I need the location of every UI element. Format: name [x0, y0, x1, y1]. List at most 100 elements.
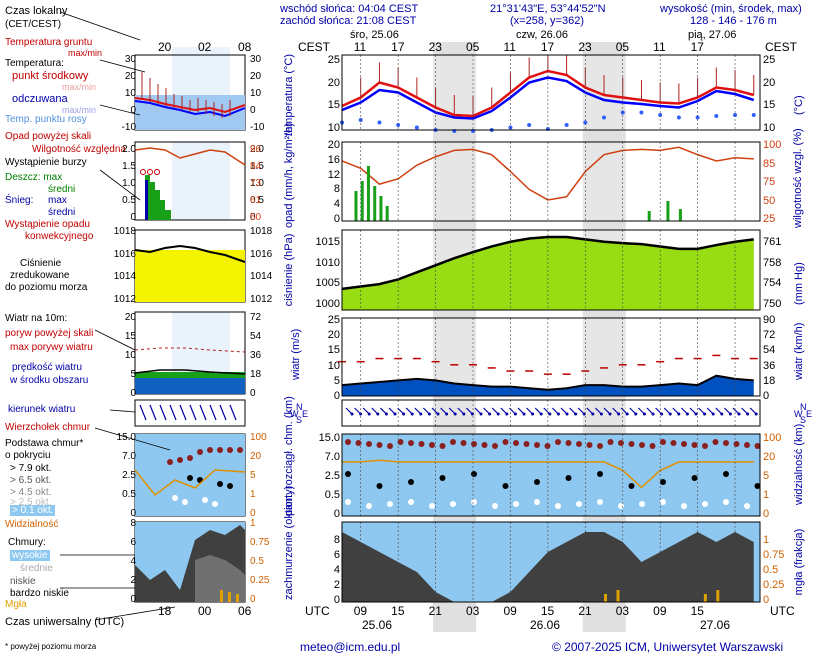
coordinates-text: 21°31'43"E, 53°44'52"N — [490, 3, 606, 15]
legend-pressure-3: do poziomu morza — [5, 282, 88, 293]
mini-temp-l-0: 30 — [124, 54, 136, 65]
pressure-area-tint — [342, 237, 754, 310]
legend-clouds-mid: średnie — [20, 563, 53, 574]
cloud-top-dot-34 — [702, 443, 708, 449]
cloud-top-dot-18 — [534, 442, 540, 448]
dewpoint-dot-10 — [527, 123, 532, 127]
mini-precip-l-4: 0 — [130, 212, 136, 223]
mini-wind-l-3: 5 — [130, 369, 136, 380]
temp-right-tick-3: 10 — [763, 122, 776, 134]
visibility-axis-title: widzialność (km) — [793, 423, 805, 505]
mini-cover-l-2: 4 — [130, 556, 136, 567]
press-right-tick-1: 758 — [763, 256, 782, 269]
bottom-tick-3: 03 — [466, 604, 480, 618]
cloud-top-dot-33 — [691, 442, 698, 448]
felt-temp-line — [341, 76, 755, 120]
wind-dir-head-17 — [496, 412, 500, 416]
cloud-top-dot-23 — [586, 442, 593, 448]
cloud-low-dot-28 — [639, 501, 645, 507]
footer-email-link[interactable]: meteo@icm.edu.pl — [300, 640, 401, 654]
cloud-low-dot-38 — [744, 503, 750, 509]
cover-left-tick-4: 0 — [333, 594, 340, 606]
legend-clouds: Chmury: — [8, 537, 46, 548]
cloud-top-dot-6 — [408, 440, 414, 446]
wind-dir-head-28 — [591, 412, 595, 416]
wind-left-tick-4: 5 — [333, 374, 340, 387]
mini-temp-l-4: -10 — [121, 122, 136, 133]
cloud-base-dot-18 — [534, 479, 540, 485]
mini-cover-r-0: 1 — [250, 518, 256, 529]
cloud-top-dot-31 — [670, 440, 677, 446]
height-values: 128 - 146 - 176 m — [690, 15, 777, 27]
cloud-base-dot-33 — [691, 475, 698, 481]
legend-cloud-base-2: o pokryciu — [5, 450, 51, 461]
legend-temp-felt-maxmin: max/min — [62, 105, 97, 115]
wind-dir-head-37 — [668, 412, 672, 416]
cloud-top-dot-8 — [429, 442, 435, 448]
rain-bar-5 — [385, 206, 389, 221]
cloud-top-dot-28 — [639, 442, 645, 448]
press-right-tick-3: 750 — [763, 298, 782, 310]
cloud-top-dot-0 — [345, 439, 351, 445]
panel-frame-cloud — [341, 433, 761, 517]
wind-dir-head-13 — [462, 412, 466, 416]
mini-cloud-r-0: 100 — [250, 432, 267, 443]
cloud-base-dot-27 — [628, 483, 635, 489]
temp-axis-title-right: (°C) — [793, 95, 805, 115]
temp-left-tick-0: 25 — [327, 54, 340, 66]
wind-dir-head-20 — [522, 412, 526, 416]
bottom-tick-6: 21 — [578, 604, 592, 618]
press-left-tick-1: 1010 — [315, 256, 340, 269]
legend-utc-tick-2: 00 — [198, 604, 212, 618]
legend-snow-max: max — [48, 195, 67, 206]
temp-left-tick-2: 15 — [327, 99, 340, 112]
legend-cloud-top: Wierzchołek chmur — [5, 422, 91, 433]
legend-okt-2: > 6.5 okt. — [10, 475, 52, 486]
legend-clouds-high: wysokie — [10, 550, 50, 561]
dewpoint-dot-19 — [695, 115, 700, 120]
mini-temp-l-1: 20 — [124, 71, 136, 82]
rain-bar-1 — [360, 181, 364, 221]
cloud-left-tick-3: 0.5 — [324, 489, 340, 501]
rain-bar-8 — [678, 209, 682, 221]
mini-press-r-3: 1012 — [250, 294, 273, 305]
wind-dir-head-41 — [703, 412, 707, 416]
cloud-base-dot-12 — [471, 471, 477, 477]
dewpoint-dot-22 — [751, 113, 756, 117]
compass-e-left: E — [302, 409, 309, 419]
wind-dir-head-25 — [565, 412, 569, 416]
wind-left-tick-2: 15 — [327, 344, 340, 357]
cloud-top-dot-36 — [723, 440, 729, 446]
temp-right-tick-1: 20 — [763, 76, 776, 89]
cloud-top-dot-38 — [744, 442, 750, 448]
panel-frame-wind — [341, 317, 761, 397]
legend-soil-temp: Temperatura gruntu — [5, 37, 93, 48]
day-bottom-2: 26.06 — [530, 618, 561, 632]
vis-right-tick-2: 5 — [763, 470, 770, 482]
legend-snow-mid: średni — [48, 207, 76, 218]
cloud-low-dot-4 — [387, 501, 393, 507]
mini-wind-l-0: 20 — [124, 312, 136, 323]
cloud-low-dot-34 — [702, 501, 708, 507]
panel-frame-precip — [341, 141, 761, 222]
precip-left-tick-2: 12 — [327, 168, 340, 181]
dewpoint-dot-16 — [639, 110, 644, 115]
legend-clouds-vlow: bardzo niskie — [10, 588, 69, 599]
press-left-tick-2: 1005 — [315, 277, 340, 290]
legend-humidity: Wilgotność względna — [32, 144, 126, 155]
wind-dir-head-15 — [479, 412, 483, 416]
mini-precip-r-2: 1.0 — [250, 178, 264, 189]
humid-right-tick-0: 100 — [763, 139, 782, 151]
legend-fog: Mgła — [5, 599, 27, 610]
legend-okt-4: > 2.5 okt. — [10, 497, 52, 508]
vis-right-tick-0: 100 — [763, 432, 782, 444]
cloud-top-dot-39 — [754, 443, 761, 449]
cloud-base-dot-6 — [408, 479, 414, 485]
fog-right-tick-1: 0.75 — [763, 549, 785, 561]
mini-cloud-l-3: 0.5 — [122, 489, 136, 500]
press-left-tick-0: 1015 — [315, 236, 340, 248]
bottom-tick-9: 15 — [690, 604, 704, 618]
fog-bar-0 — [604, 594, 608, 602]
pressure-axis-title: ciśnienie (hPa) — [283, 233, 295, 307]
mini-temp-r-0: 30 — [250, 54, 262, 65]
